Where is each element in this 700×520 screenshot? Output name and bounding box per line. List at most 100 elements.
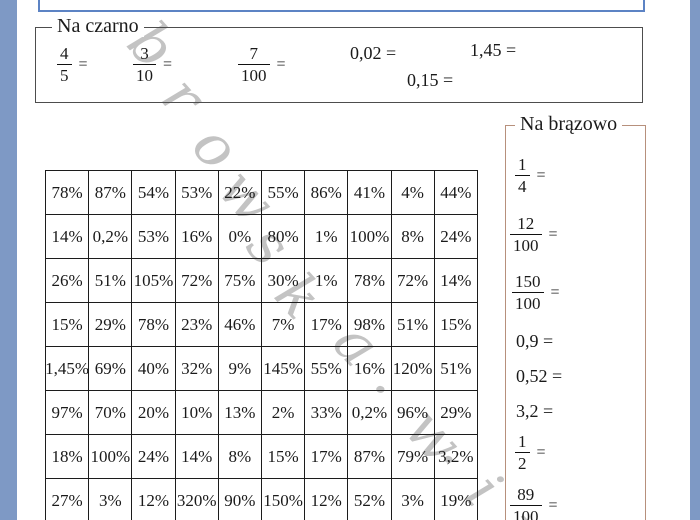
grid-cell: 19% [435, 479, 478, 520]
fraction-numerator: 150 [512, 272, 544, 294]
na-czarno-decimal-item: 0,02 = [350, 43, 396, 64]
grid-cell: 96% [391, 391, 435, 435]
na-czarno-box: Na czarno [35, 15, 643, 103]
grid-cell: 13% [218, 391, 262, 435]
grid-cell: 52% [348, 479, 392, 520]
grid-cell: 51% [434, 347, 478, 391]
grid-cell: 10% [175, 391, 219, 435]
grid-cell: 150% [262, 479, 306, 520]
grid-cell: 16% [175, 215, 219, 259]
grid-cell: 100% [89, 435, 133, 479]
grid-cell: 26% [46, 259, 90, 303]
grid-cell: 23% [175, 303, 219, 347]
grid-cell: 4% [391, 171, 435, 215]
grid-cell: 32% [175, 347, 219, 391]
na-brazowo-fraction-item: 150 100 = [512, 272, 560, 313]
grid-cell: 15% [434, 303, 478, 347]
na-brazowo-legend: Na brązowo [515, 113, 623, 135]
decimal-expression: 0,52 = [516, 366, 563, 386]
grid-cell: 29% [89, 303, 133, 347]
grid-cell: 40% [132, 347, 176, 391]
grid-cell: 72% [391, 259, 435, 303]
na-brazowo-fraction-item: 1 2 = [515, 432, 546, 473]
fraction-denominator: 4 [518, 177, 527, 197]
fraction-denominator: 10 [136, 66, 153, 86]
grid-cell: 97% [46, 391, 90, 435]
na-brazowo-decimal-item: 3,2 = [516, 401, 553, 422]
page-left-margin [0, 0, 17, 520]
grid-cell: 8% [218, 435, 262, 479]
equals-sign: = [536, 443, 546, 461]
grid-cell: 15% [46, 303, 90, 347]
na-brazowo-decimal-item: 0,9 = [516, 331, 553, 352]
grid-cell: 0,2% [348, 391, 392, 435]
fraction-denominator: 100 [241, 66, 267, 86]
na-czarno-decimal-item: 1,45 = [470, 40, 516, 61]
percent-grid: 78% 87% 54% 53% 22% 55% 86% 41% 4% 44% 14% 0,2% 53% 1… [45, 170, 478, 520]
grid-cell: 24% [132, 435, 176, 479]
grid-cell: 80% [261, 215, 306, 259]
fraction-denominator: 100 [515, 294, 541, 314]
grid-cell: 14% [434, 259, 478, 303]
fraction-numerator: 12 [510, 214, 542, 236]
grid-cell: 17% [305, 303, 349, 347]
grid-cell: 14% [46, 215, 90, 259]
grid-cell: 87% [348, 435, 392, 479]
grid-cell: 98% [348, 303, 392, 347]
grid-cell: 51% [89, 259, 133, 303]
fraction-numerator: 1 [515, 155, 530, 177]
grid-cell: 41% [348, 171, 392, 215]
grid-cell: 3% [392, 479, 435, 520]
na-brazowo-fraction-item: 1 4 = [515, 155, 546, 196]
grid-cell: 22% [218, 171, 262, 215]
grid-cell: 70% [89, 391, 133, 435]
grid-cell: 54% [132, 171, 176, 215]
grid-cell: 33% [305, 391, 349, 435]
grid-cell: 53% [132, 215, 176, 259]
grid-cell: 320% [176, 479, 219, 520]
grid-cell: 30% [261, 259, 306, 303]
grid-cell: 145% [261, 347, 306, 391]
fraction-denominator: 5 [60, 66, 69, 86]
grid-cell: 29% [434, 391, 478, 435]
grid-cell: 0,2% [89, 215, 133, 259]
grid-cell: 90% [219, 479, 262, 520]
grid-cell: 44% [434, 171, 478, 215]
grid-cell: 87% [89, 171, 133, 215]
fraction-denominator: 100 [513, 507, 539, 520]
grid-cell: 75% [218, 259, 262, 303]
grid-cell: 7% [261, 303, 306, 347]
grid-cell: 12% [305, 479, 349, 520]
na-czarno-fraction-item: 7 100 = [238, 44, 286, 85]
grid-cell: 16% [348, 347, 392, 391]
grid-cell: 100% [348, 215, 392, 259]
equals-sign: = [163, 55, 173, 73]
decimal-expression: 0,02 = [350, 43, 397, 63]
equals-sign: = [548, 225, 558, 243]
decimal-expression: 3,2 = [516, 401, 554, 421]
fraction-numerator: 4 [57, 44, 72, 66]
na-brazowo-box: Na brązowo [505, 113, 646, 520]
fraction-denominator: 2 [518, 454, 527, 474]
equals-sign: = [78, 55, 88, 73]
grid-cell: 78% [348, 259, 392, 303]
na-czarno-legend: Na czarno [52, 15, 144, 37]
decimal-expression: 0,9 = [516, 331, 554, 351]
grid-cell: 20% [132, 391, 176, 435]
grid-cell: 27% [46, 479, 90, 520]
na-czarno-fraction-item: 4 5 = [57, 44, 88, 85]
grid-cell: 12% [132, 479, 176, 520]
grid-cell: 55% [305, 347, 349, 391]
na-brazowo-fraction-item: 89 100 = [510, 485, 558, 520]
fraction-numerator: 3 [133, 44, 156, 66]
na-czarno-fraction-item: 3 10 = [133, 44, 172, 85]
grid-cell: 15% [261, 435, 306, 479]
grid-cell: 105% [132, 259, 176, 303]
grid-cell: 53% [175, 171, 219, 215]
grid-cell: 78% [132, 303, 176, 347]
decimal-expression: 1,45 = [470, 40, 517, 60]
